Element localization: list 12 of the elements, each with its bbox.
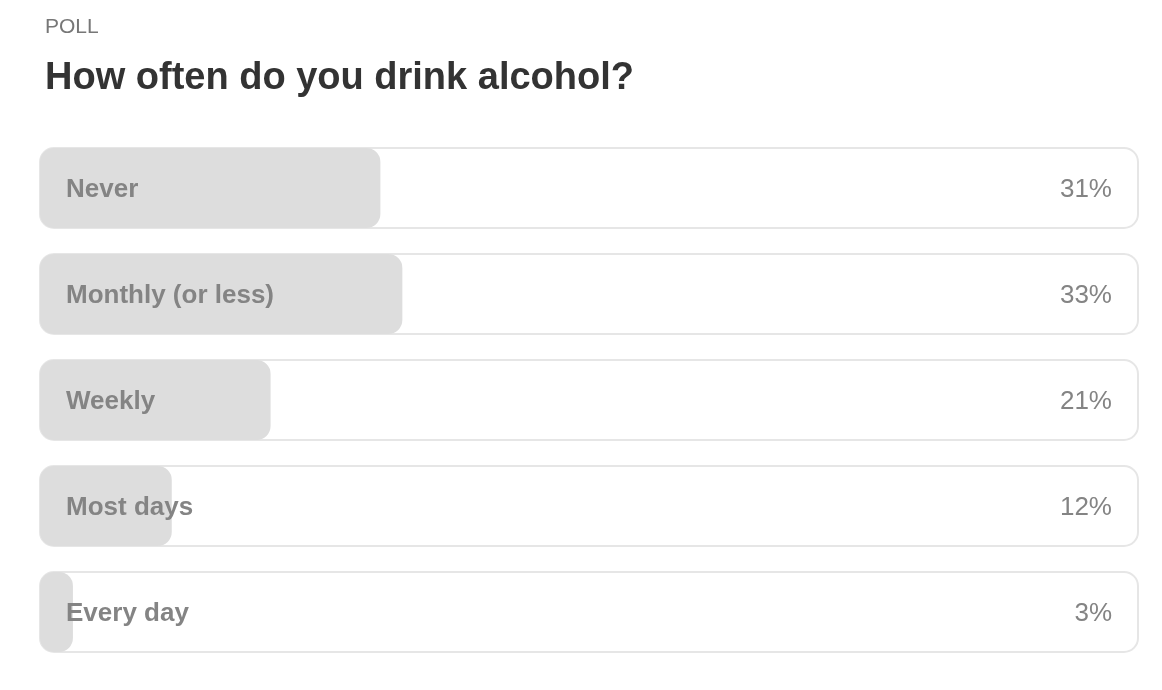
y-tick-label: Most days [66, 491, 194, 521]
y-tick-label: Weekly [66, 385, 156, 415]
y-tick-label: Monthly (or less) [66, 279, 275, 309]
chart-subtitle: POLL [45, 14, 99, 37]
chart-title: How often do you drink alcohol? [45, 55, 634, 97]
data-label: 31% [1059, 173, 1112, 203]
y-tick-label: Never [66, 173, 139, 203]
data-label: 12% [1059, 491, 1112, 521]
data-label: 3% [1074, 597, 1112, 627]
data-label: 33% [1059, 279, 1112, 309]
y-tick-label: Every day [66, 597, 190, 627]
data-label: 21% [1059, 385, 1112, 415]
